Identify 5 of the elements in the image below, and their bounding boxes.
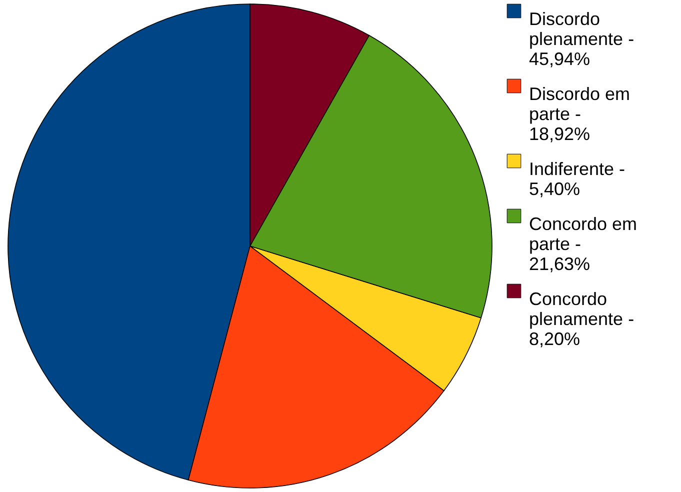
legend-label: Indiferente - 5,40% [529, 159, 626, 199]
legend-label: Concordo em parte - 21,63% [529, 214, 638, 274]
legend-label: Discordo plenamente - 45,94% [529, 9, 634, 69]
legend-label: Concordo plenamente - 8,20% [529, 289, 634, 349]
legend-label: Discordo em parte - 18,92% [529, 84, 630, 144]
